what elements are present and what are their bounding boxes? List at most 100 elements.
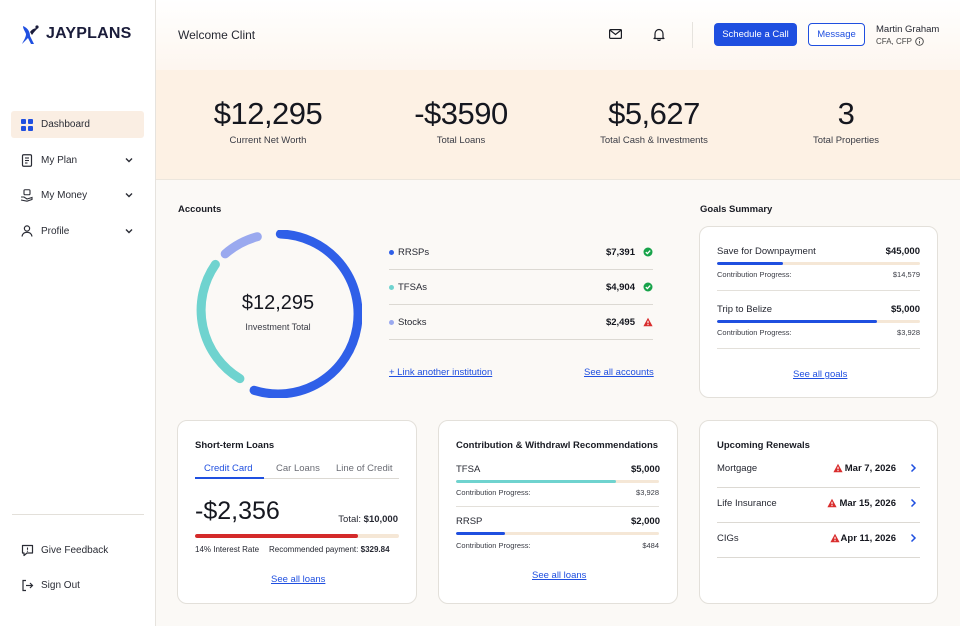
contribution-progress-value: $484 bbox=[642, 541, 659, 550]
legend-dot bbox=[389, 250, 394, 255]
contribution-progress-bar bbox=[456, 480, 659, 483]
account-value: $4,904 bbox=[605, 282, 635, 293]
sign-out-label: Sign Out bbox=[41, 579, 80, 591]
contribution-progress-fill bbox=[456, 480, 616, 483]
user-icon bbox=[20, 224, 34, 238]
check-circle-icon bbox=[643, 282, 653, 292]
mail-icon[interactable] bbox=[608, 27, 622, 41]
message-button[interactable]: Message bbox=[808, 23, 865, 46]
info-icon[interactable] bbox=[915, 37, 924, 46]
tab-car-loans[interactable]: Car Loans bbox=[276, 463, 320, 474]
loan-progress-fill bbox=[195, 534, 359, 538]
interest-rate: 14% Interest Rate bbox=[195, 545, 260, 554]
sidebar-nav: Dashboard My Plan My Money Profile bbox=[11, 111, 144, 253]
tabs-divider bbox=[195, 478, 399, 479]
stat-net-worth: $12,295 Current Net Worth bbox=[178, 96, 358, 146]
goal-divider bbox=[717, 290, 920, 291]
upcoming-renewals-card bbox=[699, 420, 938, 604]
logo[interactable]: JAYPLANS bbox=[20, 22, 131, 46]
loan-total: Total: $10,000 bbox=[338, 514, 398, 525]
sign-out-button[interactable]: Sign Out bbox=[11, 575, 144, 595]
see-all-contribution-loans-link[interactable]: See all loans bbox=[532, 570, 587, 581]
give-feedback-label: Give Feedback bbox=[41, 544, 109, 556]
advisor-name: Martin Graham bbox=[876, 24, 940, 35]
warning-icon bbox=[827, 498, 837, 508]
header-divider bbox=[692, 22, 693, 48]
contribution-amount: $5,000 bbox=[630, 464, 660, 475]
chevron-down-icon[interactable] bbox=[124, 190, 134, 200]
sidebar-item-label: Profile bbox=[41, 225, 70, 237]
chevron-right-icon[interactable] bbox=[908, 462, 918, 474]
feedback-icon bbox=[20, 543, 34, 557]
recommended-payment: Recommended payment: $329.84 bbox=[269, 545, 390, 554]
warning-icon bbox=[643, 317, 653, 327]
short-term-loans-title: Short-term Loans bbox=[195, 440, 275, 451]
sidebar-item-label: My Money bbox=[41, 190, 88, 201]
money-hand-icon bbox=[20, 189, 34, 203]
goal-progress-label: Contribution Progress: bbox=[717, 270, 792, 279]
stat-label: Total Loans bbox=[436, 135, 486, 146]
account-row-stocks[interactable]: Stocks $2,495 bbox=[389, 305, 653, 340]
sidebar-divider bbox=[12, 514, 144, 515]
tab-credit-card[interactable]: Credit Card bbox=[204, 463, 253, 474]
short-term-loans-card bbox=[177, 420, 417, 604]
loan-progress-bar bbox=[195, 534, 399, 538]
stat-label: Total Properties bbox=[812, 135, 879, 146]
see-all-accounts-link[interactable]: See all accounts bbox=[584, 367, 654, 378]
see-all-goals-link[interactable]: See all goals bbox=[793, 369, 848, 380]
accounts-donut-chart bbox=[196, 230, 362, 398]
account-name: Stocks bbox=[398, 317, 427, 328]
chevron-right-icon[interactable] bbox=[908, 497, 918, 509]
advisor-credentials: CFA, CFP bbox=[876, 37, 924, 46]
goal-amount: $5,000 bbox=[890, 304, 920, 315]
stat-value: $5,627 bbox=[608, 96, 700, 131]
sidebar-item-my-money[interactable]: My Money bbox=[11, 182, 144, 209]
renewal-date: Mar 7, 2026 bbox=[844, 463, 896, 474]
goal-divider bbox=[717, 348, 920, 349]
see-all-loans-link[interactable]: See all loans bbox=[271, 574, 326, 585]
renewal-name: CIGs bbox=[717, 533, 739, 544]
account-name: RRSPs bbox=[398, 247, 430, 258]
goal-name: Save for Downpayment bbox=[717, 246, 816, 257]
welcome-text: Welcome Clint bbox=[178, 28, 256, 42]
chevron-down-icon[interactable] bbox=[124, 226, 134, 236]
goal-progress-value: $3,928 bbox=[897, 328, 920, 337]
recommended-payment-label: Recommended payment: bbox=[269, 545, 359, 554]
link-another-institution-link[interactable]: + Link another institution bbox=[389, 367, 493, 378]
bird-logo-icon bbox=[22, 25, 39, 44]
top-header: Welcome Clint Schedule a Call Message Ma… bbox=[156, 0, 960, 70]
sidebar-item-label: Dashboard bbox=[41, 119, 90, 130]
contribution-recommendations-card bbox=[438, 420, 678, 604]
summary-stats: $12,295 Current Net Worth -$3590 Total L… bbox=[156, 70, 960, 180]
credentials-text: CFA, CFP bbox=[876, 37, 913, 46]
contribution-name: RRSP bbox=[456, 516, 483, 527]
bell-icon[interactable] bbox=[652, 27, 666, 41]
contribution-progress-label: Contribution Progress: bbox=[456, 488, 531, 497]
goal-progress-label: Contribution Progress: bbox=[717, 328, 792, 337]
document-icon bbox=[20, 153, 34, 167]
sidebar-item-my-plan[interactable]: My Plan bbox=[11, 147, 144, 174]
account-row-rrsps[interactable]: RRSPs $7,391 bbox=[389, 235, 653, 270]
renewal-row-mortgage[interactable]: Mortgage Mar 7, 2026 bbox=[717, 453, 920, 488]
legend-dot bbox=[389, 285, 394, 290]
grid-icon bbox=[20, 118, 34, 132]
stat-value: 3 bbox=[837, 96, 855, 131]
renewal-row-cigs[interactable]: CIGs Apr 11, 2026 bbox=[717, 523, 920, 558]
sidebar-item-dashboard[interactable]: Dashboard bbox=[11, 111, 144, 138]
account-row-tfsas[interactable]: TFSAs $4,904 bbox=[389, 270, 653, 305]
stat-label: Total Cash & Investments bbox=[600, 135, 708, 146]
tab-line-of-credit[interactable]: Line of Credit bbox=[336, 463, 393, 474]
chevron-down-icon[interactable] bbox=[124, 155, 134, 165]
stat-value: -$3590 bbox=[414, 96, 508, 131]
give-feedback-button[interactable]: Give Feedback bbox=[11, 540, 144, 560]
account-name: TFSAs bbox=[398, 282, 428, 293]
stat-value: $12,295 bbox=[213, 96, 323, 131]
renewal-row-life-insurance[interactable]: Life Insurance Mar 15, 2026 bbox=[717, 488, 920, 523]
sidebar-item-profile[interactable]: Profile bbox=[11, 218, 144, 245]
schedule-call-button[interactable]: Schedule a Call bbox=[714, 23, 797, 46]
brand-name: JAYPLANS bbox=[46, 25, 132, 42]
loan-total-label: Total: bbox=[338, 514, 362, 525]
chevron-right-icon[interactable] bbox=[908, 532, 918, 544]
donut-segment-stocks bbox=[220, 232, 262, 259]
contribution-name: TFSA bbox=[456, 464, 481, 475]
